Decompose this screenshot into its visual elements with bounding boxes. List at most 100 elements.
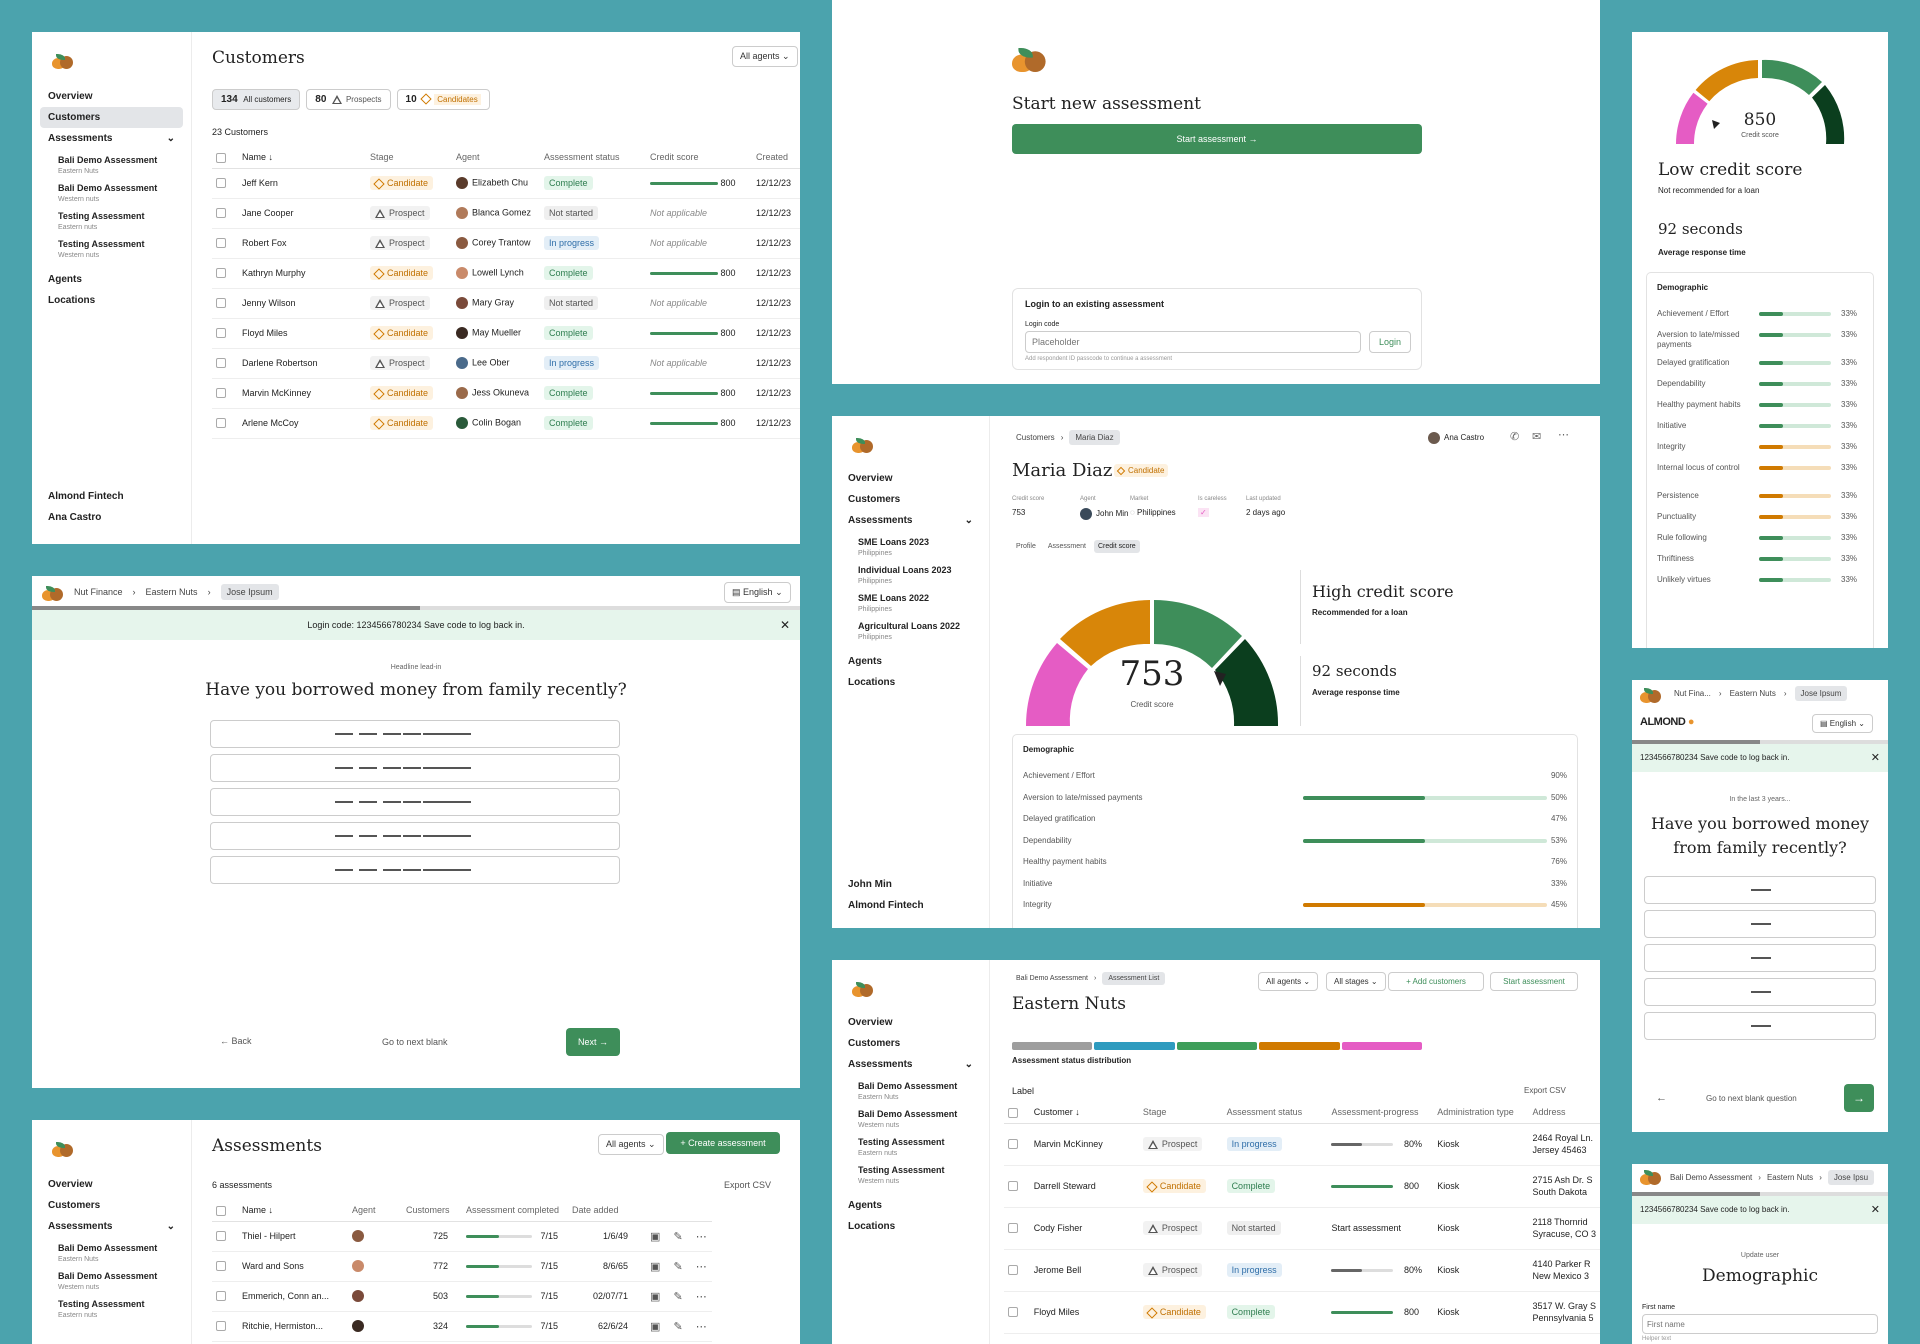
row-checkbox[interactable]	[216, 178, 226, 189]
nav-customers[interactable]: Customers	[40, 107, 183, 128]
tab-profile[interactable]: Profile	[1016, 543, 1036, 550]
tab-credit-score[interactable]: Credit score	[1093, 540, 1140, 553]
assessment-name[interactable]: Ward and Sons	[238, 1251, 348, 1282]
skip-button[interactable]: Go to next blank	[382, 1037, 448, 1047]
nav-assessments[interactable]: Assessments ⌄	[40, 128, 183, 149]
login-code-input[interactable]	[1025, 331, 1361, 353]
breadcrumb-item[interactable]: Customers	[1016, 433, 1055, 442]
filter-candidates[interactable]: 10 Candidates	[396, 89, 490, 110]
row-checkbox[interactable]	[216, 1231, 226, 1242]
agent-select[interactable]: All agents ⌄	[598, 1134, 664, 1155]
footer-user[interactable]: Ana Castro	[48, 512, 102, 523]
start-assessment-link[interactable]: Start assessment	[1331, 1223, 1401, 1234]
nav-assessments[interactable]: Assessments ⌄	[840, 1054, 981, 1075]
customer-name[interactable]: Cody Fisher	[1029, 1207, 1139, 1250]
row-checkbox[interactable]	[1008, 1181, 1018, 1192]
col-score[interactable]: Credit score	[646, 147, 752, 169]
sidebar-assessment[interactable]: Bali Demo Assessment Western nuts	[858, 1109, 989, 1131]
row-checkbox[interactable]	[1008, 1139, 1018, 1150]
next-button[interactable]: →	[1844, 1084, 1874, 1112]
col-date[interactable]: Date added	[568, 1200, 632, 1222]
nav-agents[interactable]: Agents	[848, 1200, 882, 1211]
answer-option[interactable]	[210, 822, 620, 850]
breadcrumb-item[interactable]: Nut Fina...	[1674, 689, 1711, 698]
table-row[interactable]: Robert Fox Prospect Corey Trantow In progre…	[212, 228, 800, 259]
start-assessment-button[interactable]: Start assessment →	[1012, 124, 1422, 154]
create-assessment-button[interactable]: + Create assessment	[666, 1132, 780, 1154]
sidebar-assessment[interactable]: Individual Loans 2023 Philippines	[858, 565, 989, 587]
col-completed[interactable]: Assessment completed	[462, 1200, 568, 1222]
nav-locations[interactable]: Locations	[48, 295, 96, 306]
col-status[interactable]: Assessment status	[540, 147, 646, 169]
row-checkbox[interactable]	[1008, 1307, 1018, 1318]
assessment-name[interactable]: Ritchie, Hermiston...	[238, 1311, 348, 1342]
nav-overview[interactable]: Overview	[848, 1017, 893, 1028]
distribution-segment[interactable]	[1012, 1042, 1093, 1050]
table-row[interactable]: Arlene McCoy Candidate Colin Bogan Complete…	[212, 408, 800, 439]
login-button[interactable]: Login	[1369, 331, 1411, 353]
col-address[interactable]: Address	[1528, 1102, 1600, 1124]
row-checkbox[interactable]	[216, 298, 226, 309]
table-row[interactable]: Floyd Miles Candidate May Mueller Complete …	[212, 318, 800, 349]
table-row[interactable]: Marvin McKinney Prospect In progress 80% Ki…	[1004, 1123, 1600, 1166]
nav-assessments[interactable]: Assessments ⌄	[840, 510, 981, 531]
distribution-segment[interactable]	[1094, 1042, 1175, 1050]
skip-button[interactable]: Go to next blank question	[1706, 1094, 1797, 1103]
first-name-input[interactable]	[1642, 1314, 1878, 1334]
answer-option[interactable]	[1644, 876, 1876, 904]
more-icon[interactable]: ⋯	[695, 1320, 707, 1333]
breadcrumb-item[interactable]: Bali Demo Assessment	[1016, 975, 1088, 982]
next-button[interactable]: Next →	[566, 1028, 620, 1056]
footer-org[interactable]: Almond Fintech	[48, 491, 124, 502]
sidebar-assessment[interactable]: Testing Assessment Western nuts	[858, 1165, 989, 1187]
table-row[interactable]: Emmerich, Conn an... 503 7/15 02/07/71 ▣ ✎ …	[212, 1281, 712, 1312]
col-created[interactable]: Created	[752, 147, 800, 169]
nav-locations[interactable]: Locations	[848, 677, 896, 688]
distribution-segment[interactable]	[1341, 1042, 1423, 1050]
col-progress[interactable]: Assessment-progress	[1327, 1102, 1434, 1124]
close-icon[interactable]: ✕	[1870, 752, 1880, 764]
customer-name[interactable]: Darlene Robertson	[238, 348, 366, 379]
sidebar-assessment[interactable]: Bali Demo Assessment Eastern Nuts	[858, 1081, 989, 1103]
col-stage[interactable]: Stage	[1138, 1102, 1223, 1124]
back-button[interactable]: ← Back	[220, 1036, 252, 1046]
language-select[interactable]: ▤ English ⌄	[1812, 714, 1873, 733]
mail-icon[interactable]: ✉	[1532, 431, 1542, 443]
answer-option[interactable]	[1644, 944, 1876, 972]
table-row[interactable]: Darrell Steward Candidate Complete 800 Kios…	[1004, 1165, 1600, 1208]
filter-prospects[interactable]: 80 Prospects	[306, 89, 391, 110]
table-row[interactable]: Marvin McKinney Candidate Jess Okuneva Comp…	[212, 378, 800, 409]
answer-option[interactable]	[1644, 978, 1876, 1006]
customer-name[interactable]: Arlene McCoy	[238, 408, 366, 439]
distribution-segment[interactable]	[1259, 1042, 1340, 1050]
table-row[interactable]: Floyd Miles Candidate Complete 800 Kiosk 351…	[1004, 1291, 1600, 1334]
table-row[interactable]: Ward and Sons 772 7/15 8/6/65 ▣ ✎ ⋯	[212, 1251, 712, 1282]
row-checkbox[interactable]	[1008, 1265, 1018, 1276]
customer-name[interactable]: Jeff Kern	[238, 168, 366, 199]
row-checkbox[interactable]	[216, 208, 226, 219]
table-row[interactable]: Kathryn Murphy Candidate Lowell Lynch Compl…	[212, 258, 800, 289]
col-customers[interactable]: Customers	[402, 1200, 462, 1222]
nav-locations[interactable]: Locations	[848, 1221, 896, 1232]
answer-option[interactable]	[210, 856, 620, 884]
footer-org[interactable]: Almond Fintech	[848, 900, 924, 911]
nav-agents[interactable]: Agents	[48, 274, 82, 285]
customer-name[interactable]: Kathryn Murphy	[238, 258, 366, 289]
answer-option[interactable]	[210, 788, 620, 816]
edit-icon[interactable]: ✎	[673, 1290, 683, 1303]
customer-name[interactable]: Darrell Steward	[1029, 1165, 1139, 1208]
nav-overview[interactable]: Overview	[848, 473, 893, 484]
add-customers-button[interactable]: + Add customers	[1388, 972, 1484, 991]
col-name[interactable]: Name ↓	[238, 147, 366, 169]
table-row[interactable]: Jane Cooper Prospect Blanca Gomez Not start…	[212, 198, 800, 229]
customer-name[interactable]: Floyd Miles	[238, 318, 366, 349]
row-checkbox[interactable]	[216, 1261, 226, 1272]
customer-name[interactable]: Jerome Bell	[1029, 1249, 1139, 1292]
sidebar-assessment[interactable]: Testing Assessment Eastern nuts	[858, 1137, 989, 1159]
answer-option[interactable]	[210, 720, 620, 748]
sidebar-assessment[interactable]: Bali Demo Assessment Eastern Nuts	[58, 1243, 191, 1265]
edit-icon[interactable]: ✎	[673, 1320, 683, 1333]
table-row[interactable]: Thiel - Hilpert 725 7/15 1/6/49 ▣ ✎ ⋯	[212, 1221, 712, 1252]
clipboard-icon[interactable]: ▣	[650, 1230, 661, 1243]
breadcrumb-item[interactable]: Bali Demo Assessment	[1670, 1173, 1753, 1182]
